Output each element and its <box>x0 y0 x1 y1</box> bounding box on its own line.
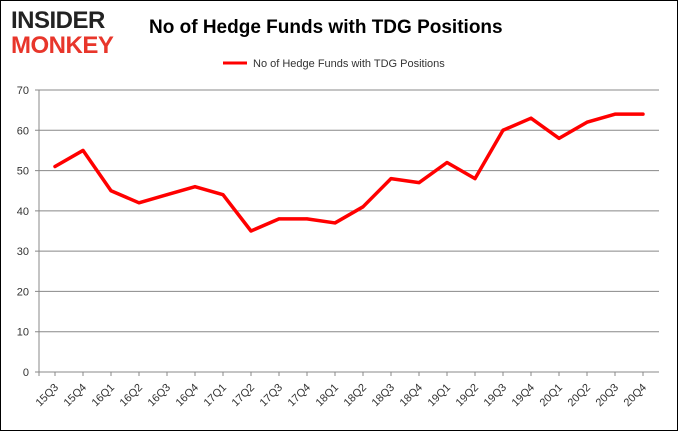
x-tick-label: 18Q3 <box>370 382 398 410</box>
x-tick-label: 17Q1 <box>202 382 230 410</box>
data-point <box>81 148 85 152</box>
data-point <box>501 128 505 132</box>
x-tick-label: 19Q1 <box>426 382 454 410</box>
data-point <box>333 221 337 225</box>
data-point <box>389 177 393 181</box>
data-point <box>109 189 113 193</box>
data-point <box>249 229 253 233</box>
data-point <box>641 112 645 116</box>
x-tick-label: 18Q4 <box>398 382 426 410</box>
x-tick-label: 20Q3 <box>594 382 622 410</box>
y-tick-label: 60 <box>17 125 29 137</box>
insider-monkey-logo: INSIDER MONKEY <box>11 7 129 59</box>
y-tick-label: 50 <box>17 166 29 178</box>
y-tick-label: 70 <box>17 85 29 97</box>
data-point <box>445 161 449 165</box>
x-tick-label: 17Q4 <box>286 382 314 410</box>
x-tick-label: 16Q3 <box>146 382 174 410</box>
y-tick-label: 30 <box>17 246 29 258</box>
y-tick-label: 0 <box>23 367 29 379</box>
data-point <box>361 205 365 209</box>
data-point <box>417 181 421 185</box>
data-point <box>193 185 197 189</box>
data-point <box>585 120 589 124</box>
data-point <box>137 201 141 205</box>
y-tick-label: 20 <box>17 286 29 298</box>
x-tick-label: 15Q4 <box>62 382 90 410</box>
x-tick-label: 17Q2 <box>230 382 258 410</box>
chart-title: No of Hedge Funds with TDG Positions <box>149 17 503 38</box>
data-point <box>557 136 561 140</box>
y-tick-label: 40 <box>17 206 29 218</box>
x-tick-label: 19Q2 <box>454 382 482 410</box>
data-point <box>221 193 225 197</box>
data-point <box>473 177 477 181</box>
x-tick-label: 16Q2 <box>118 382 146 410</box>
legend-label: No of Hedge Funds with TDG Positions <box>253 58 445 70</box>
data-point <box>165 193 169 197</box>
data-point <box>305 217 309 221</box>
data-point <box>613 112 617 116</box>
x-tick-label: 19Q3 <box>482 382 510 410</box>
x-tick-label: 16Q1 <box>90 382 118 410</box>
data-point <box>53 165 57 169</box>
data-point <box>277 217 281 221</box>
x-tick-label: 20Q4 <box>622 382 650 410</box>
x-tick-label: 20Q1 <box>538 382 566 410</box>
y-tick-label: 10 <box>17 327 29 339</box>
x-tick-label: 17Q3 <box>258 382 286 410</box>
x-tick-label: 20Q2 <box>566 382 594 410</box>
x-tick-label: 16Q4 <box>174 382 202 410</box>
x-tick-label: 19Q4 <box>510 382 538 410</box>
logo-line2: MONKEY <box>11 32 114 59</box>
x-tick-label: 18Q1 <box>314 382 342 410</box>
series-line <box>53 112 645 233</box>
data-point <box>529 116 533 120</box>
legend: No of Hedge Funds with TDG Positions <box>223 58 445 70</box>
x-tick-label: 15Q3 <box>34 382 62 410</box>
x-tick-label: 18Q2 <box>342 382 370 410</box>
logo-line1: INSIDER <box>11 7 105 34</box>
